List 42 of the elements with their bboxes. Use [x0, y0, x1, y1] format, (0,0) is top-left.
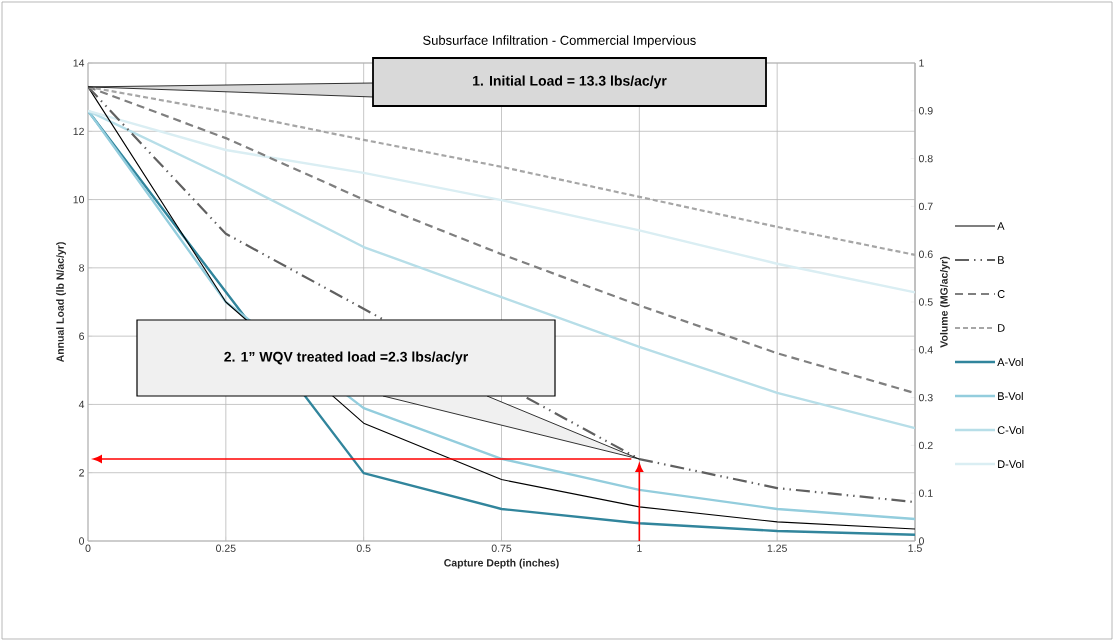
y-tick-label: 2: [79, 469, 84, 477]
line-series: [88, 109, 915, 294]
y2-tick-label: 0.6: [918, 250, 933, 258]
y2-tick-label: 0.4: [918, 346, 933, 354]
y2-tick-label: 0.1: [918, 489, 933, 497]
y-tick-label: 12: [73, 127, 84, 135]
y-tick-label: 6: [79, 332, 85, 340]
y-tick-label: 8: [79, 264, 85, 272]
legend-label: D: [998, 324, 1005, 332]
chart-title: Subsurface Infiltration - Commercial Impervious: [423, 35, 696, 48]
y2-tick-label: 0.5: [918, 298, 933, 306]
x-tick-label: 1: [637, 544, 642, 552]
legend-label: C: [997, 290, 1005, 298]
y-tick-label: 10: [73, 195, 85, 204]
legend-label: B-Vol: [998, 391, 1023, 401]
y2-tick-label: 0: [918, 537, 924, 545]
y2-tick-label: 0.8: [918, 154, 933, 163]
x-axis-title: Capture Depth (inches): [444, 558, 559, 569]
x-tick-label: 1.5: [908, 544, 922, 552]
y-tick-label: 4: [78, 400, 85, 409]
legend-label: D-Vol: [998, 459, 1024, 469]
y2-tick-label: 0.7: [918, 202, 933, 211]
y2-tick-label: 0.2: [918, 441, 933, 450]
line-series: [88, 109, 915, 430]
legend-label: C-Vol: [997, 425, 1024, 435]
annotation: 2. 1” WQV treated load =2.3 lbs/ac/yr: [224, 351, 469, 365]
y2-tick-label: 0.3: [918, 393, 933, 402]
y2-tick-label: 0.9: [918, 107, 933, 115]
x-tick-label: 0.25: [216, 544, 236, 552]
y2-tick-label: 1: [919, 59, 924, 67]
annotation: 1. Initial Load = 13.3 lbs/ac/yr: [473, 75, 667, 89]
legend-label: B: [998, 256, 1004, 264]
y2-axis-title: Volume (MG/ac/yr): [940, 256, 950, 348]
x-tick-label: 0: [85, 544, 91, 552]
x-tick-label: 0.75: [491, 544, 512, 552]
y-tick-label: 14: [73, 59, 85, 67]
y-tick-label: 0: [79, 537, 85, 545]
y-axis-title: Annual Load (lb N/ac/yr): [56, 242, 66, 363]
legend-label: A: [997, 222, 1005, 230]
x-tick-label: 0.5: [356, 544, 371, 552]
x-tick-label: 1.25: [767, 544, 787, 552]
legend-label: A-Vol: [997, 357, 1023, 367]
